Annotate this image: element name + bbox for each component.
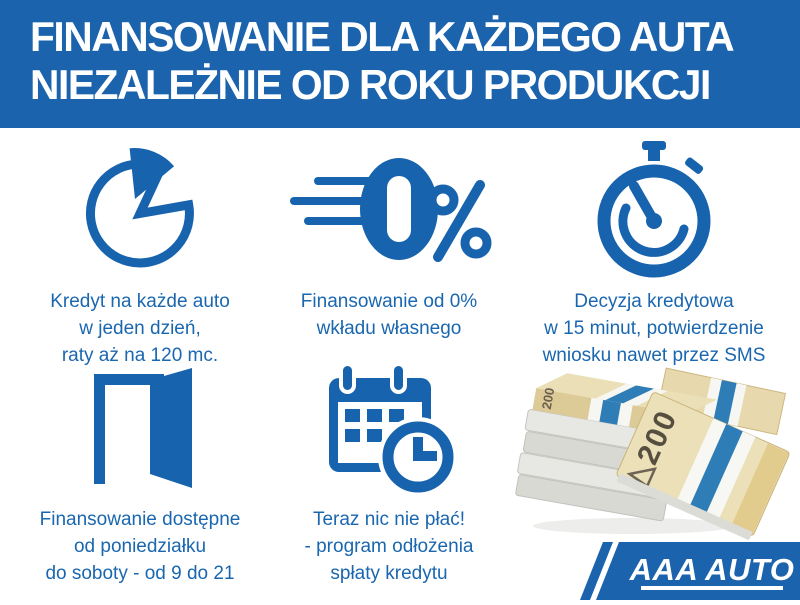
feature-credit-decision: Decyzja kredytowa w 15 minut, potwierdze…: [515, 140, 793, 370]
stopwatch-icon: [589, 140, 719, 277]
caption-line: od poniedziałku: [73, 535, 207, 557]
banknote-bundle-back: [656, 367, 787, 436]
banknotes-svg: 200 200: [515, 367, 790, 540]
pie-chart-icon: [78, 142, 203, 277]
banknote-bundle-front: 200: [616, 392, 790, 540]
banknote-value-back: 200: [539, 387, 558, 411]
caption-line: - program odłożenia: [304, 535, 474, 557]
caption-line: Teraz nic nie płać!: [312, 509, 466, 530]
logo-underline: [641, 586, 783, 590]
caption-line: Finansowanie dostępne: [39, 509, 241, 530]
caption-line: Kredyt na każde auto: [50, 291, 230, 312]
caption-line: wniosku nawet przez SMS: [542, 344, 766, 366]
caption-line: raty aż na 120 mc.: [61, 344, 219, 366]
feature-zero-percent-down: Finansowanie od 0% wkładu własnego: [263, 142, 515, 343]
zero-percent-icon: [284, 142, 494, 277]
banknote-stacks-image: 200 200: [508, 354, 796, 542]
header-line-2: NIEZALEŻNIE OD ROKU PRODUKCJI: [30, 61, 711, 108]
caption-line: Finansowanie od 0%: [300, 291, 478, 312]
caption-line: do soboty - od 9 do 21: [45, 562, 235, 584]
logo-text: AAA AUTO: [629, 552, 795, 587]
caption-line: spłaty kredytu: [330, 562, 448, 584]
feature-credit-any-car: Kredyt na każde auto w jeden dzień, raty…: [15, 142, 265, 370]
pie-chart-icon-svg: [85, 148, 194, 268]
caption-line: w 15 minut, potwierdzenie: [544, 317, 764, 339]
open-door-icon-svg: [94, 367, 192, 488]
header-line-1: FINANSOWANIE DLA KAŻDEGO AUTA: [30, 13, 735, 60]
open-door-icon: [80, 360, 200, 495]
feature-caption: Finansowanie dostępne od poniedziałku do…: [40, 507, 241, 588]
feature-deferred-payment: Teraz nic nie płać! - program odłożenia …: [263, 360, 515, 588]
feature-caption: Decyzja kredytowa w 15 minut, potwierdze…: [543, 289, 766, 370]
caption-line: Decyzja kredytowa: [574, 291, 734, 312]
feature-caption: Kredyt na każde auto w jeden dzień, raty…: [50, 289, 230, 370]
zero-percent-icon-svg: [290, 158, 492, 262]
calendar-clock-icon: [319, 360, 459, 497]
stopwatch-icon-svg: [597, 140, 711, 277]
aaa-auto-logo: AAA AUTO: [575, 542, 800, 600]
logo-plate: [596, 542, 800, 600]
feature-caption: Finansowanie od 0% wkładu własnego: [301, 289, 477, 343]
header-banner: FINANSOWANIE DLA KAŻDEGO AUTA NIEZALEŻNI…: [0, 0, 800, 128]
calendar-clock-icon-svg: [329, 361, 458, 497]
logo-stripe: [580, 542, 613, 600]
caption-line: wkładu własnego: [316, 317, 462, 339]
feature-financing-hours: Finansowanie dostępne od poniedziałku do…: [15, 360, 265, 588]
feature-caption: Teraz nic nie płać! - program odłożenia …: [305, 507, 474, 588]
aaa-auto-logo-svg: AAA AUTO: [580, 542, 800, 600]
caption-line: w jeden dzień,: [79, 317, 201, 339]
